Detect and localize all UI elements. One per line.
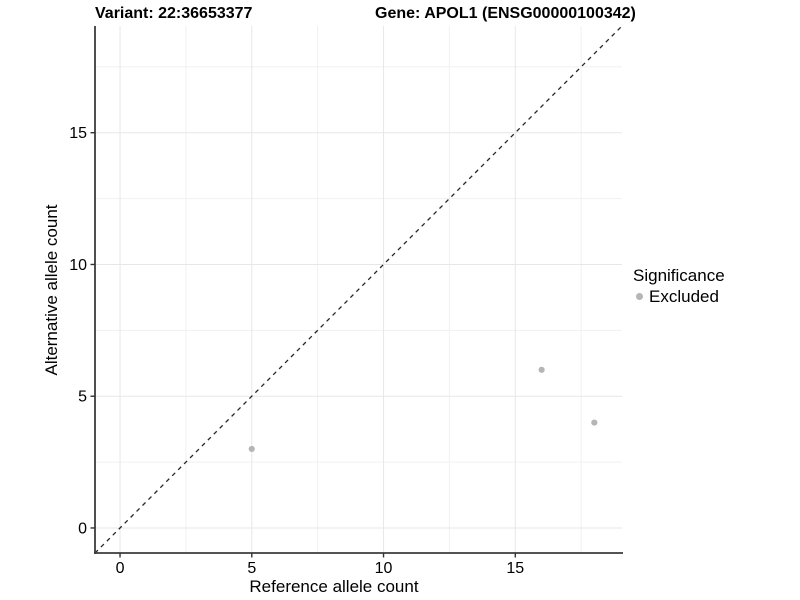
data-point (591, 419, 598, 426)
legend-title: Significance (633, 266, 725, 285)
legend-item-excluded: Excluded (633, 287, 725, 306)
x-tick-label: 15 (506, 560, 524, 577)
x-tick-label: 10 (375, 560, 393, 577)
variant-title: Variant: 22:36653377 (95, 5, 253, 22)
y-tick-label: 15 (69, 125, 87, 142)
legend-item-label: Excluded (649, 287, 719, 306)
y-tick-label: 5 (78, 389, 87, 406)
gene-title: Gene: APOL1 (ENSG00000100342) (375, 5, 636, 22)
x-axis-title: Reference allele count (249, 577, 419, 596)
legend-dot-icon (636, 293, 643, 300)
x-tick-label: 5 (247, 560, 256, 577)
x-tick-label: 0 (116, 560, 125, 577)
y-axis-title: Alternative allele count (42, 204, 61, 376)
data-point (248, 445, 255, 453)
y-tick-label: 10 (69, 257, 87, 274)
identity-line (94, 25, 623, 554)
legend: Significance Excluded (633, 266, 725, 306)
y-tick-label: 0 (78, 520, 87, 537)
data-point (538, 366, 545, 373)
